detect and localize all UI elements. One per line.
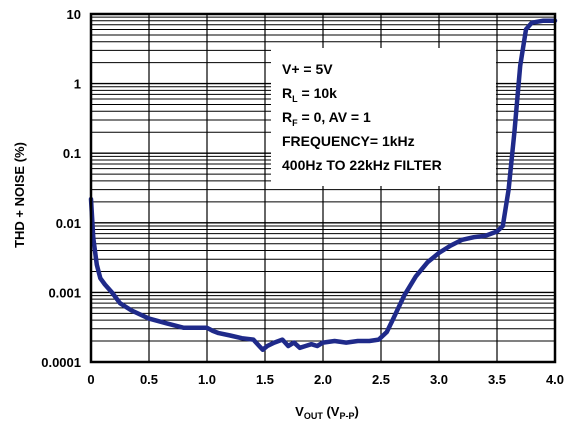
- x-tick-label: 0: [87, 372, 94, 387]
- y-axis-title: THD + NOISE (%): [12, 142, 27, 248]
- annotation-line: RF = 0, AV = 1: [282, 109, 371, 128]
- series-layer: [88, 18, 558, 352]
- y-tick-label: 1: [74, 77, 81, 92]
- x-tick-label: 1.0: [198, 372, 216, 387]
- y-tick-label: 0.0001: [41, 355, 81, 370]
- annotation-line: 400Hz TO 22kHz FILTER: [282, 157, 442, 173]
- x-tick-label: 2.5: [372, 372, 390, 387]
- annotation-box: V+ = 5V RL = 10k RF = 0, AV = 1 FREQUENCY= …: [271, 48, 496, 186]
- plot-frame: [89, 12, 557, 364]
- x-tick-label: 3.5: [488, 372, 506, 387]
- annotation-background: [271, 48, 496, 186]
- y-tick-labels: 10 1 0.1 0.01 0.001 0.0001: [41, 7, 81, 370]
- x-tick-label: 1.5: [256, 372, 274, 387]
- x-tick-labels: 0 0.5 1.0 1.5 2.0 2.5 3.0 3.5 4.0: [87, 372, 564, 387]
- y-tick-label: 0.1: [63, 146, 81, 161]
- x-tick-label: 3.0: [430, 372, 448, 387]
- series-line: [88, 18, 558, 352]
- y-tick-label: 10: [67, 7, 81, 22]
- annotation-line: FREQUENCY= 1kHz: [282, 133, 415, 149]
- y-tick-label: 0.001: [48, 285, 81, 300]
- annotation-line: V+ = 5V: [282, 61, 333, 77]
- annotation-line: RL = 10k: [282, 85, 337, 104]
- x-tick-label: 4.0: [546, 372, 564, 387]
- y-tick-label: 0.01: [56, 216, 81, 231]
- x-axis-title: VOUT (VP-P): [295, 404, 359, 421]
- x-tick-label: 2.0: [314, 372, 332, 387]
- x-tick-label: 0.5: [140, 372, 158, 387]
